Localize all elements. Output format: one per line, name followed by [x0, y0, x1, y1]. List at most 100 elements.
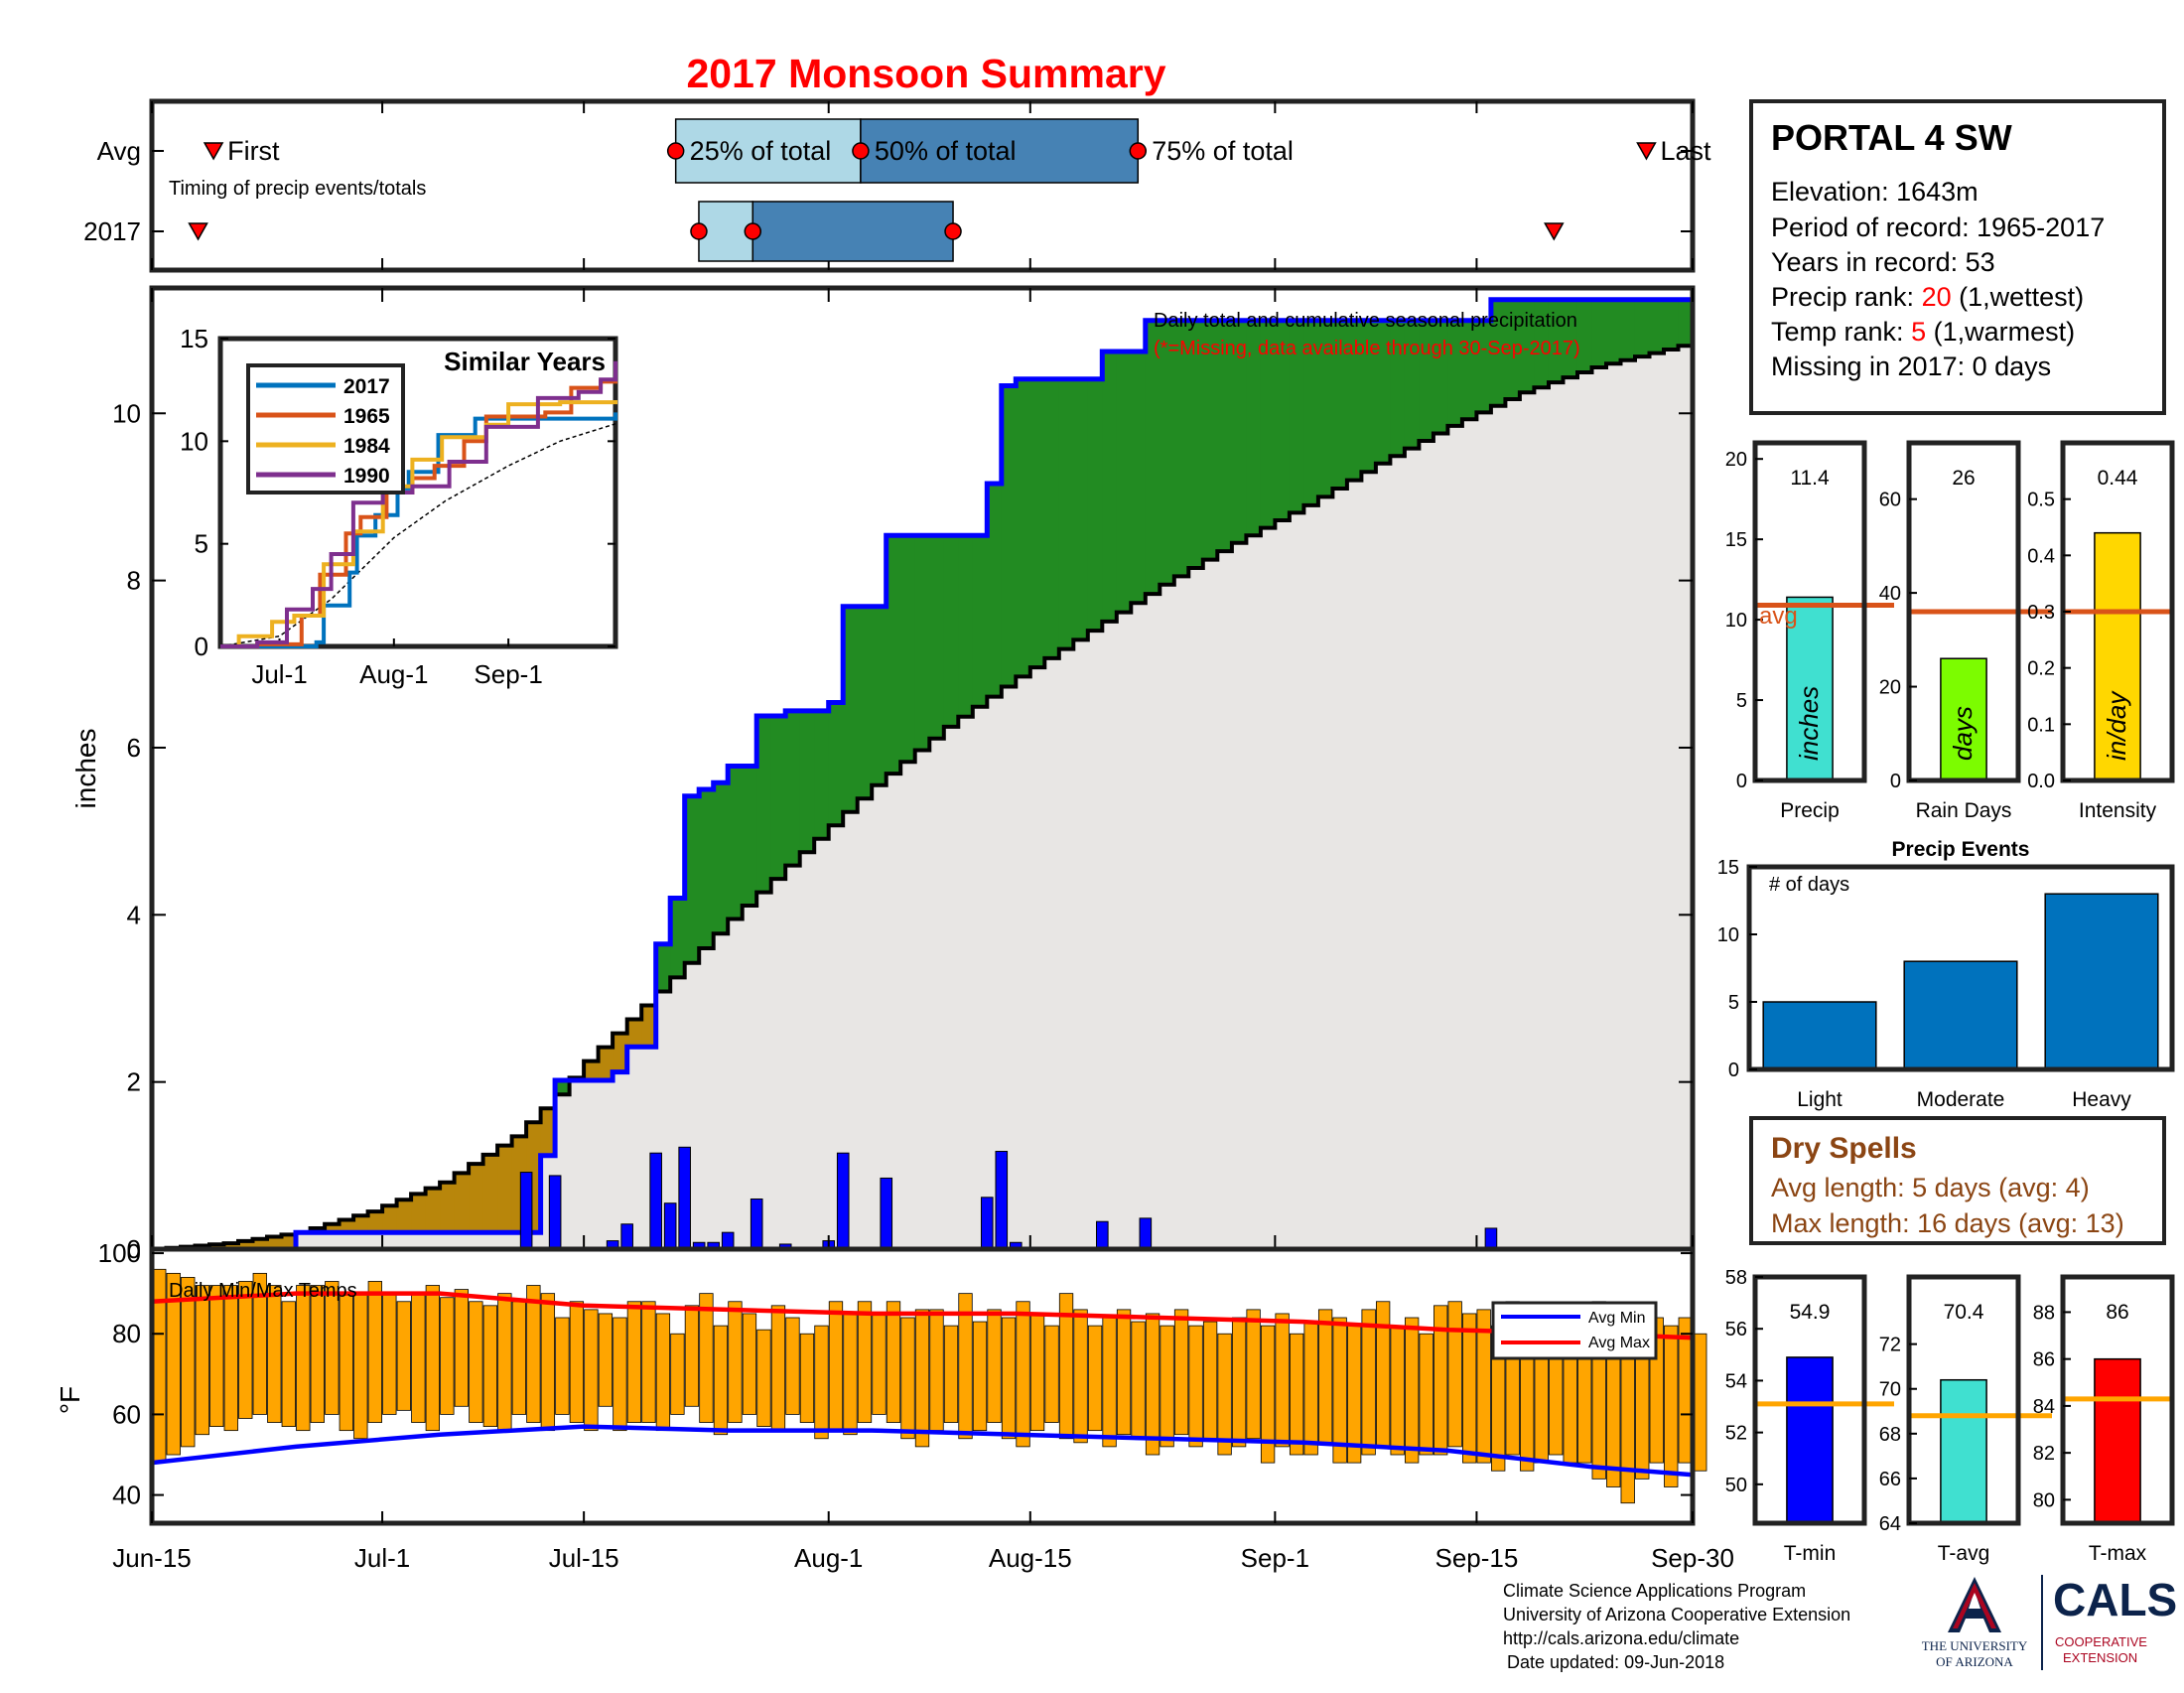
precip-y-tick-label: 0 [127, 1234, 141, 1264]
below-avg-fill [482, 1154, 498, 1233]
coop-logo-line2: EXTENSION [2063, 1650, 2138, 1665]
timing-2017-percentile-marker-75 [944, 222, 962, 240]
inset-x-tick-label: Sep-1 [474, 659, 542, 689]
daily-temp-bar [1001, 1317, 1017, 1440]
daily-temp-bar [958, 1293, 973, 1440]
daily-temp-bar [181, 1277, 196, 1448]
precip-annotation: Daily total and cumulative seasonal prec… [1154, 310, 1577, 332]
above-avg-fill [1202, 320, 1218, 560]
daily-temp-bar [684, 1305, 700, 1407]
daily-temp-bar [972, 1321, 988, 1432]
inset-legend-label: 1984 [343, 435, 390, 458]
daily-precip-bar [649, 1152, 662, 1250]
temp-stat-t-min-value-label: 54.9 [1790, 1301, 1831, 1324]
temp-stat-t-avg-value-label: 70.4 [1944, 1301, 1984, 1324]
above-avg-fill [713, 782, 729, 934]
stat-intensity-value-bar [2094, 531, 2141, 781]
inset-series-1990 [220, 360, 617, 648]
cumulative-2017-line [152, 297, 1693, 1252]
temp-stat-t-max-y-tick-label: 80 [2033, 1489, 2055, 1511]
avg-min-line [151, 1424, 1694, 1478]
daily-temp-bar [886, 1301, 901, 1423]
inset-legend-label: 1965 [343, 405, 390, 428]
temp-y-tick-label: 60 [112, 1399, 141, 1429]
daily-precip-bar [995, 1151, 1009, 1250]
stat-rain-days-value-bar [1940, 657, 1987, 781]
above-avg-fill [1404, 320, 1421, 449]
below-avg-fill [425, 1188, 441, 1233]
above-avg-fill [728, 766, 744, 919]
stat-intensity-y-tick-label: 0.0 [2027, 771, 2055, 792]
temp-rank-value: 5 [1911, 317, 1927, 347]
daily-temp-bar [526, 1285, 541, 1423]
ua-logo-line2: OF ARIZONA [1936, 1654, 2013, 1669]
timing-row-label-year: 2017 [83, 216, 141, 246]
below-avg-fill [411, 1194, 427, 1233]
inset-legend-label: 1990 [343, 465, 390, 488]
above-avg-fill [770, 715, 786, 880]
precip-rank-value: 20 [1921, 282, 1952, 312]
stat-intensity-axis-label: Intensity [2079, 799, 2157, 822]
daily-temp-bar [469, 1301, 483, 1423]
above-avg-fill [1620, 299, 1636, 360]
x-tick-label: Aug-15 [989, 1543, 1072, 1573]
station-elevation: Elevation: 1643m [1771, 177, 1979, 207]
daily-temp-bar [1188, 1325, 1203, 1448]
timing-last-label: Last [1660, 136, 1711, 166]
timing-2017-percentile-marker-25 [690, 222, 708, 240]
above-avg-fill [1519, 299, 1536, 393]
stat-intensity-y-tick-label: 0.3 [2027, 602, 2055, 624]
temp-panel-frame [149, 1246, 1696, 1526]
avg-cumulative-line [152, 342, 1695, 1251]
above-avg-fill [1476, 320, 1492, 413]
temp-stat-t-min-y-tick-label: 50 [1725, 1475, 1747, 1496]
above-avg-fill [929, 535, 945, 739]
daily-temp-bar [1102, 1317, 1117, 1448]
above-avg-fill [1145, 320, 1160, 595]
temp-stat-t-min-frame [1752, 1274, 1867, 1526]
above-avg-fill [943, 535, 959, 727]
daily-temp-bar [943, 1325, 959, 1423]
daily-temp-bar [454, 1289, 470, 1407]
temp-stat-t-avg-y-tick-label: 72 [1879, 1335, 1901, 1356]
below-avg-fill [540, 1108, 556, 1156]
above-avg-fill [987, 483, 1003, 697]
precip-rank-suffix: (1,wettest) [1951, 282, 2085, 312]
temp-stat-t-avg-y-tick-label: 66 [1879, 1469, 1901, 1490]
daily-precip-bar [663, 1202, 677, 1250]
daily-temp-bar [814, 1325, 829, 1440]
timing-2017-box-50-75 [751, 201, 954, 262]
daily-temp-bar [1160, 1325, 1174, 1448]
above-avg-fill [886, 535, 901, 775]
events-y-tick-label: 5 [1728, 992, 1739, 1014]
above-avg-fill [1303, 320, 1319, 505]
precip-y-tick-label: 2 [127, 1067, 141, 1097]
above-avg-fill [1605, 299, 1622, 364]
daily-temp-bar [396, 1301, 411, 1411]
stat-precip-value-bar [1786, 596, 1834, 781]
temp-stat-t-avg-frame [1906, 1274, 2021, 1526]
daily-temp-bar [756, 1329, 771, 1427]
daily-temp-bar [613, 1317, 627, 1432]
daily-temp-bar [728, 1301, 743, 1423]
above-avg-fill [1260, 320, 1276, 528]
daily-temp-bar [540, 1293, 556, 1432]
daily-temp-bar [1664, 1325, 1679, 1487]
above-avg-fill [1505, 299, 1521, 399]
above-avg-fill [872, 606, 887, 785]
avg-max-line [151, 1291, 1694, 1340]
timing-50-label: 50% of total [875, 136, 1017, 166]
above-avg-fill [1390, 320, 1406, 457]
daily-temp-bar [267, 1285, 282, 1423]
daily-temp-bar [828, 1301, 844, 1432]
temp-stat-t-avg-axis-label: T-avg [1938, 1542, 1990, 1565]
above-avg-fill [684, 795, 700, 963]
footer-line3: http://cals.arizona.edu/climate [1503, 1628, 1740, 1648]
dry-spells-max-length: Max length: 16 days (avg: 13) [1771, 1208, 2124, 1238]
daily-precip-bar [1139, 1217, 1153, 1250]
above-avg-fill [1563, 299, 1578, 378]
above-avg-fill [1087, 378, 1103, 632]
daily-temp-bar [296, 1285, 311, 1432]
stat-precip-y-tick-label: 10 [1725, 610, 1747, 632]
precip-y-tick-label: 6 [127, 733, 141, 763]
